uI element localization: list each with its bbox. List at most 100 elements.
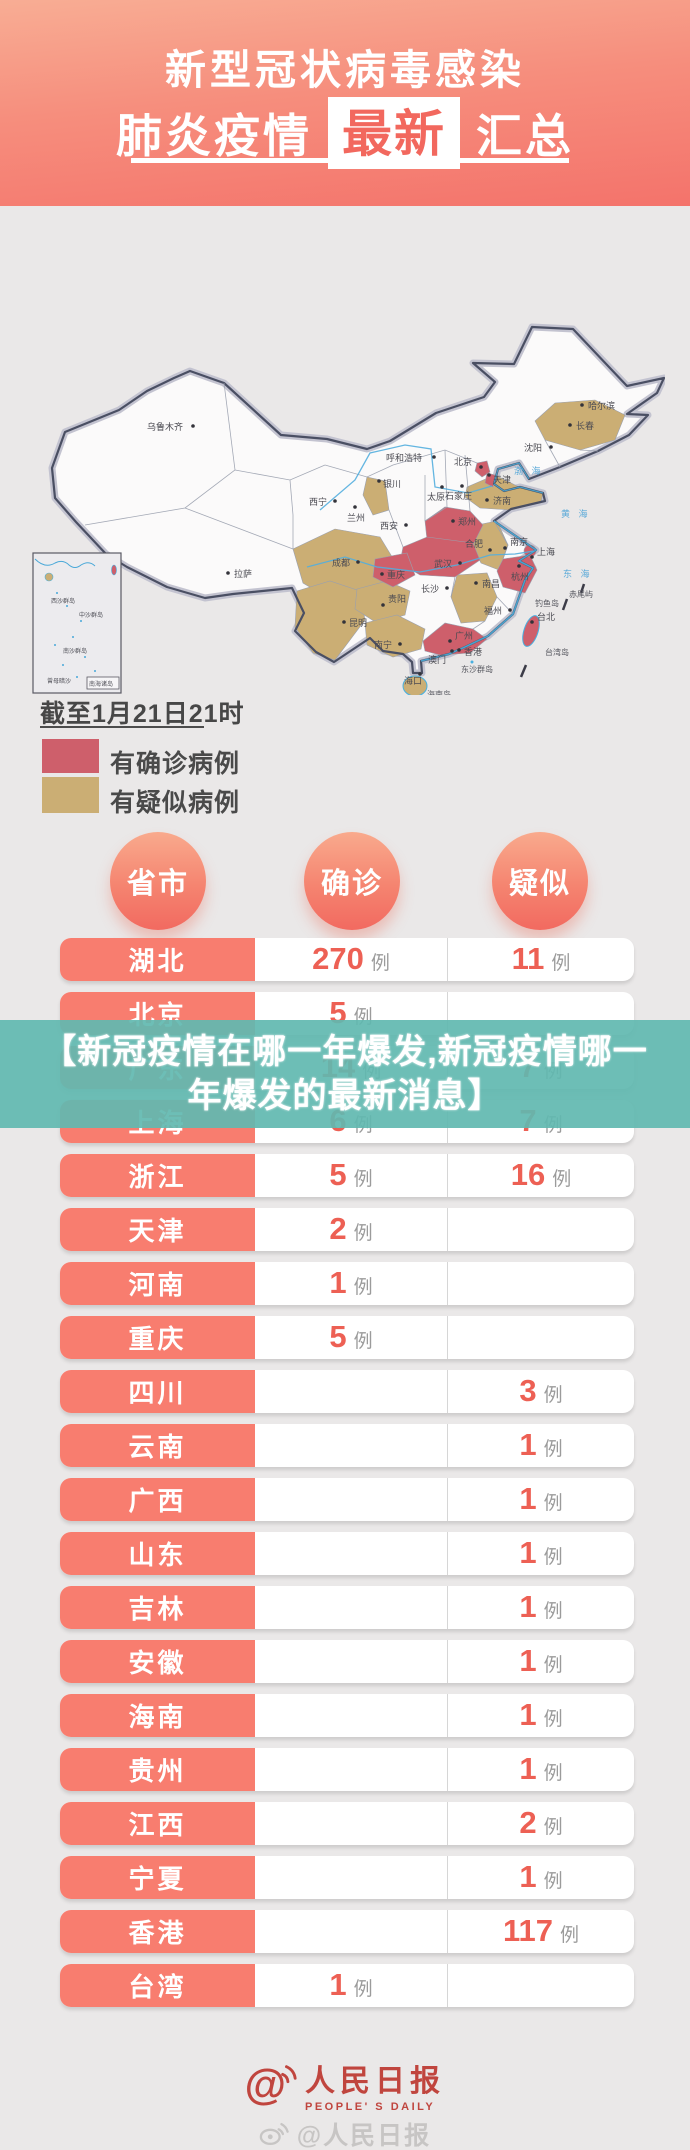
island-name: 钓鱼岛 [535,598,559,608]
caption-line2: 年爆发的最新消息】 [187,1077,503,1115]
south-china-sea-inset [32,552,122,694]
city-dot [191,424,195,428]
title-line2-left: 肺炎疫情 [116,110,312,162]
case-unit: 例 [551,953,571,974]
column-header-suspected: 疑似 [492,832,588,930]
row-suspected-value [447,1208,634,1251]
city-dot [353,505,357,509]
island-name: 赤尾屿 [569,590,593,599]
row-suspected-value: 117 例 [447,1910,634,1953]
row-province-label: 香港 [60,1910,255,1953]
row-province-label: 台湾 [60,1964,255,2007]
row-province-label: 海南 [60,1694,255,1737]
weibo-eye-icon [259,2122,289,2146]
city-name: 海口 [404,675,422,686]
table-row: 湖北 270 例 11 例 [60,938,634,981]
row-province-label: 宁夏 [60,1856,255,1899]
island-name: 海南岛 [427,689,451,695]
case-count: 1 [519,1427,537,1462]
city-name: 香港 [464,646,482,657]
city-name: 重庆 [387,569,405,580]
row-province-label: 山东 [60,1532,255,1575]
case-count: 1 [519,1751,537,1786]
sea-name: 渤 海 [514,465,544,476]
case-unit: 例 [543,1709,563,1730]
case-unit: 例 [353,1331,373,1352]
case-unit: 例 [370,953,390,974]
case-unit: 例 [543,1547,563,1568]
city-name: 长春 [576,420,594,431]
city-dot [549,445,553,449]
case-count: 2 [329,1211,347,1246]
case-unit: 例 [543,1655,563,1676]
table-row: 云南 1 例 [60,1424,634,1467]
table-row: 江西 2 例 [60,1802,634,1845]
island-taiwan [522,615,540,647]
header-banner: 新型冠状病毒感染 肺炎疫情 最新 汇总 [0,0,690,206]
city-name: 昆明 [349,618,367,628]
city-name: 沈阳 [524,442,542,453]
table-row: 安徽 1 例 [60,1640,634,1683]
row-province-label: 安徽 [60,1640,255,1683]
row-suspected-value [447,1262,634,1305]
row-confirmed-value [255,1856,447,1899]
row-province-label: 贵州 [60,1748,255,1791]
city-dot [488,548,492,552]
table-row: 河南 1 例 [60,1262,634,1305]
city-dot [487,473,491,477]
city-name: 南昌 [482,578,500,589]
case-unit: 例 [543,1871,563,1892]
column-header-confirmed: 确诊 [304,832,400,930]
title-line1: 新型冠状病毒感染 [165,47,525,93]
row-confirmed-value [255,1478,447,1521]
city-name: 武汉 [434,558,452,569]
city-name: 福州 [484,605,502,616]
table-row: 重庆 5 例 [60,1316,634,1359]
row-confirmed-value [255,1802,447,1845]
province-ningxia [362,476,390,516]
case-count: 5 [329,1319,347,1354]
row-province-label: 广西 [60,1478,255,1521]
city-dot [580,403,584,407]
city-name: 哈尔滨 [588,400,615,411]
city-name: 石家庄 [445,490,472,501]
svg-text:@: @ [245,2060,286,2107]
city-name: 乌鲁木齐 [147,421,183,432]
province-beijing [474,460,491,478]
row-confirmed-value: 270 例 [255,938,447,981]
row-confirmed-value [255,1424,447,1467]
as-of-underline [40,726,204,728]
city-dot [485,498,489,502]
bohai-accent [493,462,544,494]
table-row: 台湾 1 例 [60,1964,634,2007]
sea-labels: 渤 海黄 海东 海 [514,465,593,579]
case-count: 1 [519,1589,537,1624]
city-dot [440,485,444,489]
city-dot [398,642,402,646]
case-unit: 例 [543,1439,563,1460]
watermark-text: @人民日报 [296,2122,432,2150]
case-count: 16 [510,1157,546,1192]
case-unit: 例 [353,1277,373,1298]
inset-label: 南海诸岛 [89,680,113,688]
case-count: 1 [519,1643,537,1678]
row-confirmed-value [255,1694,447,1737]
row-province-label: 河南 [60,1262,255,1305]
city-name: 杭州 [511,571,529,582]
row-province-label: 云南 [60,1424,255,1467]
city-name: 广州 [455,630,473,641]
inset-label: 中沙群岛 [79,611,103,619]
city-dot [404,523,408,527]
sea-name: 东 海 [563,568,593,579]
legend-label-confirmed: 有确诊病例 [110,750,241,778]
city-name: 上海 [537,546,555,557]
case-count: 5 [329,1157,347,1192]
